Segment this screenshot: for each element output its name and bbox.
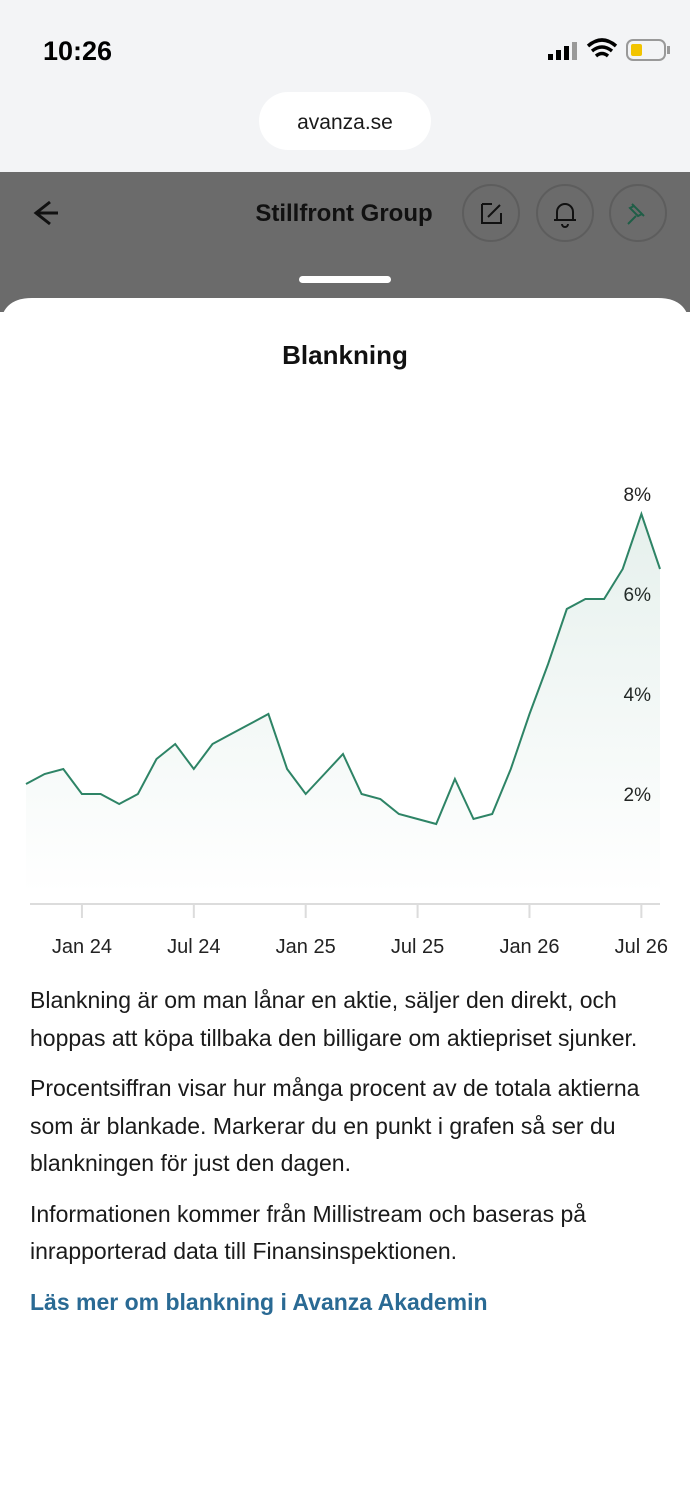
x-tick-label: Jan 24	[52, 936, 112, 958]
paragraph: Procentsiffran visar hur många procent a…	[30, 1075, 640, 1176]
back-button[interactable]	[33, 200, 58, 226]
y-tick-label: 8%	[624, 485, 652, 506]
x-tick-label: Jul 26	[615, 936, 668, 958]
line	[25, 510, 661, 826]
sheet-title: Blankning	[282, 340, 408, 370]
bell-icon	[554, 203, 576, 228]
edit-button[interactable]	[462, 184, 520, 242]
time: 10:26	[43, 36, 112, 66]
pin-button[interactable]	[609, 184, 667, 242]
x-tick-label: Jan 26	[499, 936, 559, 958]
x-tick-label: Jul 24	[167, 936, 220, 958]
header-title: Stillfront Group	[255, 200, 432, 227]
area	[26, 514, 660, 894]
alert-button[interactable]	[536, 184, 594, 242]
pin-icon	[627, 203, 645, 225]
sheet-handle[interactable]	[299, 276, 391, 283]
url-pill[interactable]	[259, 92, 431, 150]
paragraph: Informationen kommer från Millistream oc…	[30, 1200, 587, 1265]
paragraph: Blankning är om man lånar en aktie, sälj…	[30, 987, 638, 1051]
header	[0, 172, 690, 312]
status-icons	[548, 38, 670, 61]
screen: 10:26 avanza.se Stillfront Group Blankni…	[0, 0, 690, 958]
edit-icon	[481, 203, 502, 224]
academy-link[interactable]: Läs mer om blankning i Avanza Akademin	[30, 1288, 488, 1315]
x-tick-label: Jul 25	[391, 936, 444, 958]
description: Blankning är om man lånar en aktie, sälj…	[30, 982, 670, 1321]
x-tick-label: Jan 25	[276, 936, 336, 958]
url[interactable]: avanza.se	[297, 111, 393, 134]
